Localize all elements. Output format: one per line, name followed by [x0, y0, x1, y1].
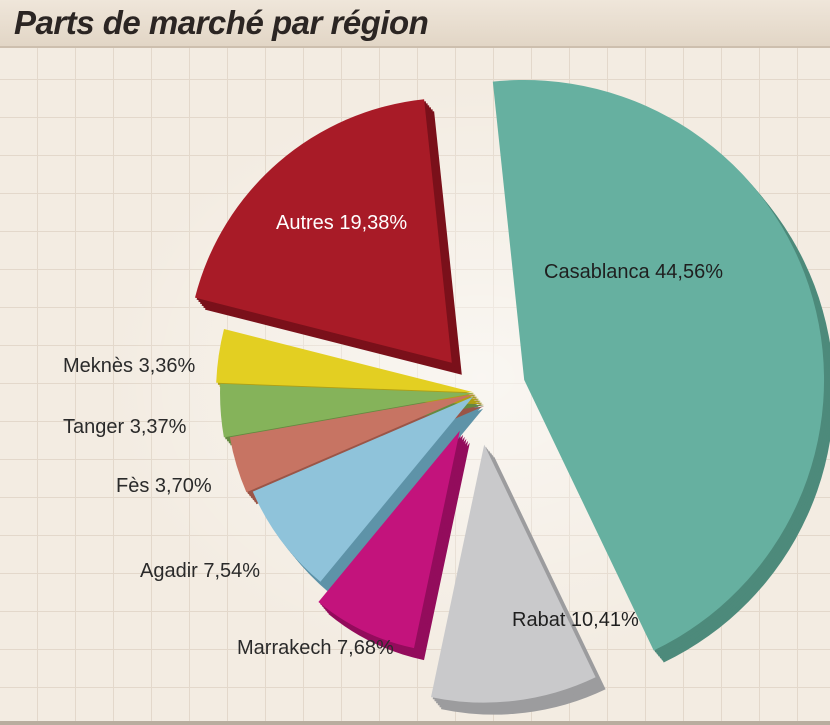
slice-label-fes: Fès 3,70%	[116, 475, 212, 497]
slice-label-meknes: Meknès 3,36%	[63, 355, 196, 377]
slice-label-agadir: Agadir 7,54%	[140, 560, 261, 582]
slice-label-rabat: Rabat 10,41%	[512, 609, 639, 631]
slice-label-marrakech: Marrakech 7,68%	[237, 637, 394, 659]
pie-slice-autres	[195, 99, 452, 363]
slice-label-autres: Autres 19,38%	[276, 212, 408, 234]
bottom-rule	[0, 721, 830, 725]
chart-title: Parts de marché par région	[14, 4, 429, 41]
pie-slice-tanger	[220, 383, 474, 438]
pie-slice-rabat	[431, 444, 596, 703]
slice-label-tanger: Tanger 3,37%	[63, 416, 187, 438]
pie-slice-marrakech	[318, 430, 460, 649]
slice-label-casablanca: Casablanca 44,56%	[544, 261, 724, 283]
title-band: Parts de marché par région	[0, 0, 830, 48]
pie-slice-meknes	[216, 329, 474, 393]
pie-slice-fes	[229, 394, 475, 493]
pie-slice-agadir	[252, 396, 474, 582]
pie-slice-casablanca	[492, 79, 825, 651]
pie-slice-tops	[195, 79, 825, 703]
